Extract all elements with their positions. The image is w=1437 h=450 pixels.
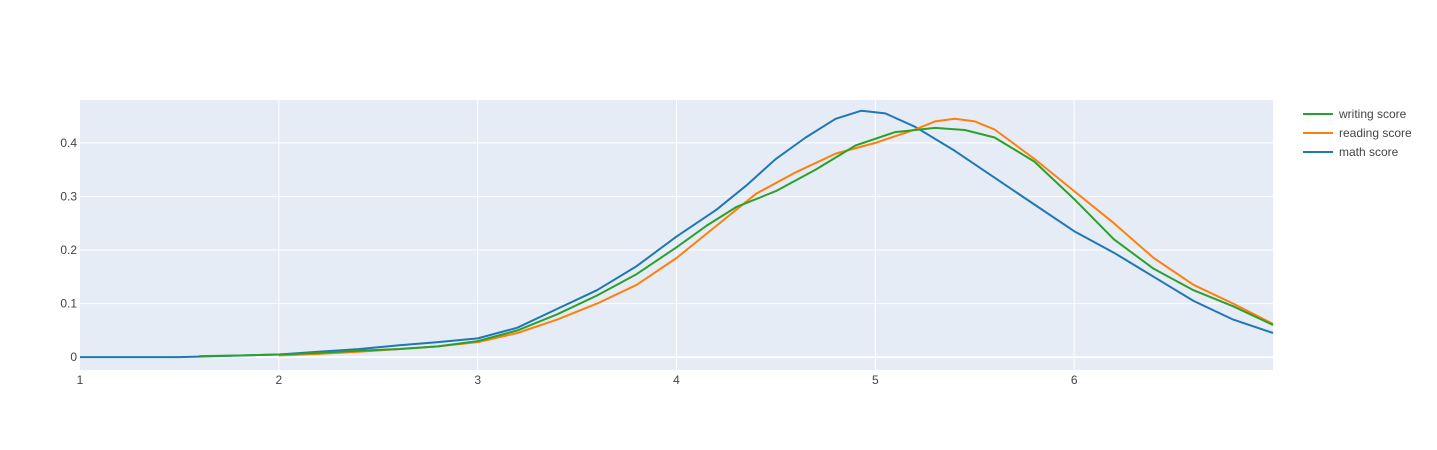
gridlines — [80, 100, 1273, 370]
series-line-math-score — [80, 109, 1274, 359]
legend-label: writing score — [1338, 107, 1407, 121]
legend-label: math score — [1339, 145, 1399, 159]
y-tick-label: 0 — [70, 350, 77, 364]
y-tick-label: 0.4 — [60, 136, 77, 150]
y-tick-label: 0.1 — [60, 297, 77, 311]
x-axis-ticks: 1 2 3 4 5 6 — [77, 373, 1078, 387]
x-tick-label: 5 — [872, 373, 879, 387]
x-tick-label: 2 — [275, 373, 282, 387]
x-tick-label: 1 — [77, 373, 84, 387]
series-lines — [80, 109, 1274, 359]
legend-item[interactable]: writing score — [1303, 107, 1407, 121]
y-axis-ticks: 0 0.1 0.2 0.3 0.4 — [60, 136, 77, 364]
series-line-writing-score — [199, 126, 1274, 358]
x-tick-label: 4 — [673, 373, 680, 387]
y-tick-label: 0.3 — [60, 189, 77, 203]
x-tick-label: 6 — [1071, 373, 1078, 387]
legend-label: reading score — [1339, 126, 1412, 140]
legend-item[interactable]: math score — [1303, 145, 1399, 159]
legend: writing score reading score math score — [1303, 107, 1412, 159]
y-tick-label: 0.2 — [60, 243, 77, 257]
legend-item[interactable]: reading score — [1303, 126, 1412, 140]
x-tick-label: 3 — [474, 373, 481, 387]
